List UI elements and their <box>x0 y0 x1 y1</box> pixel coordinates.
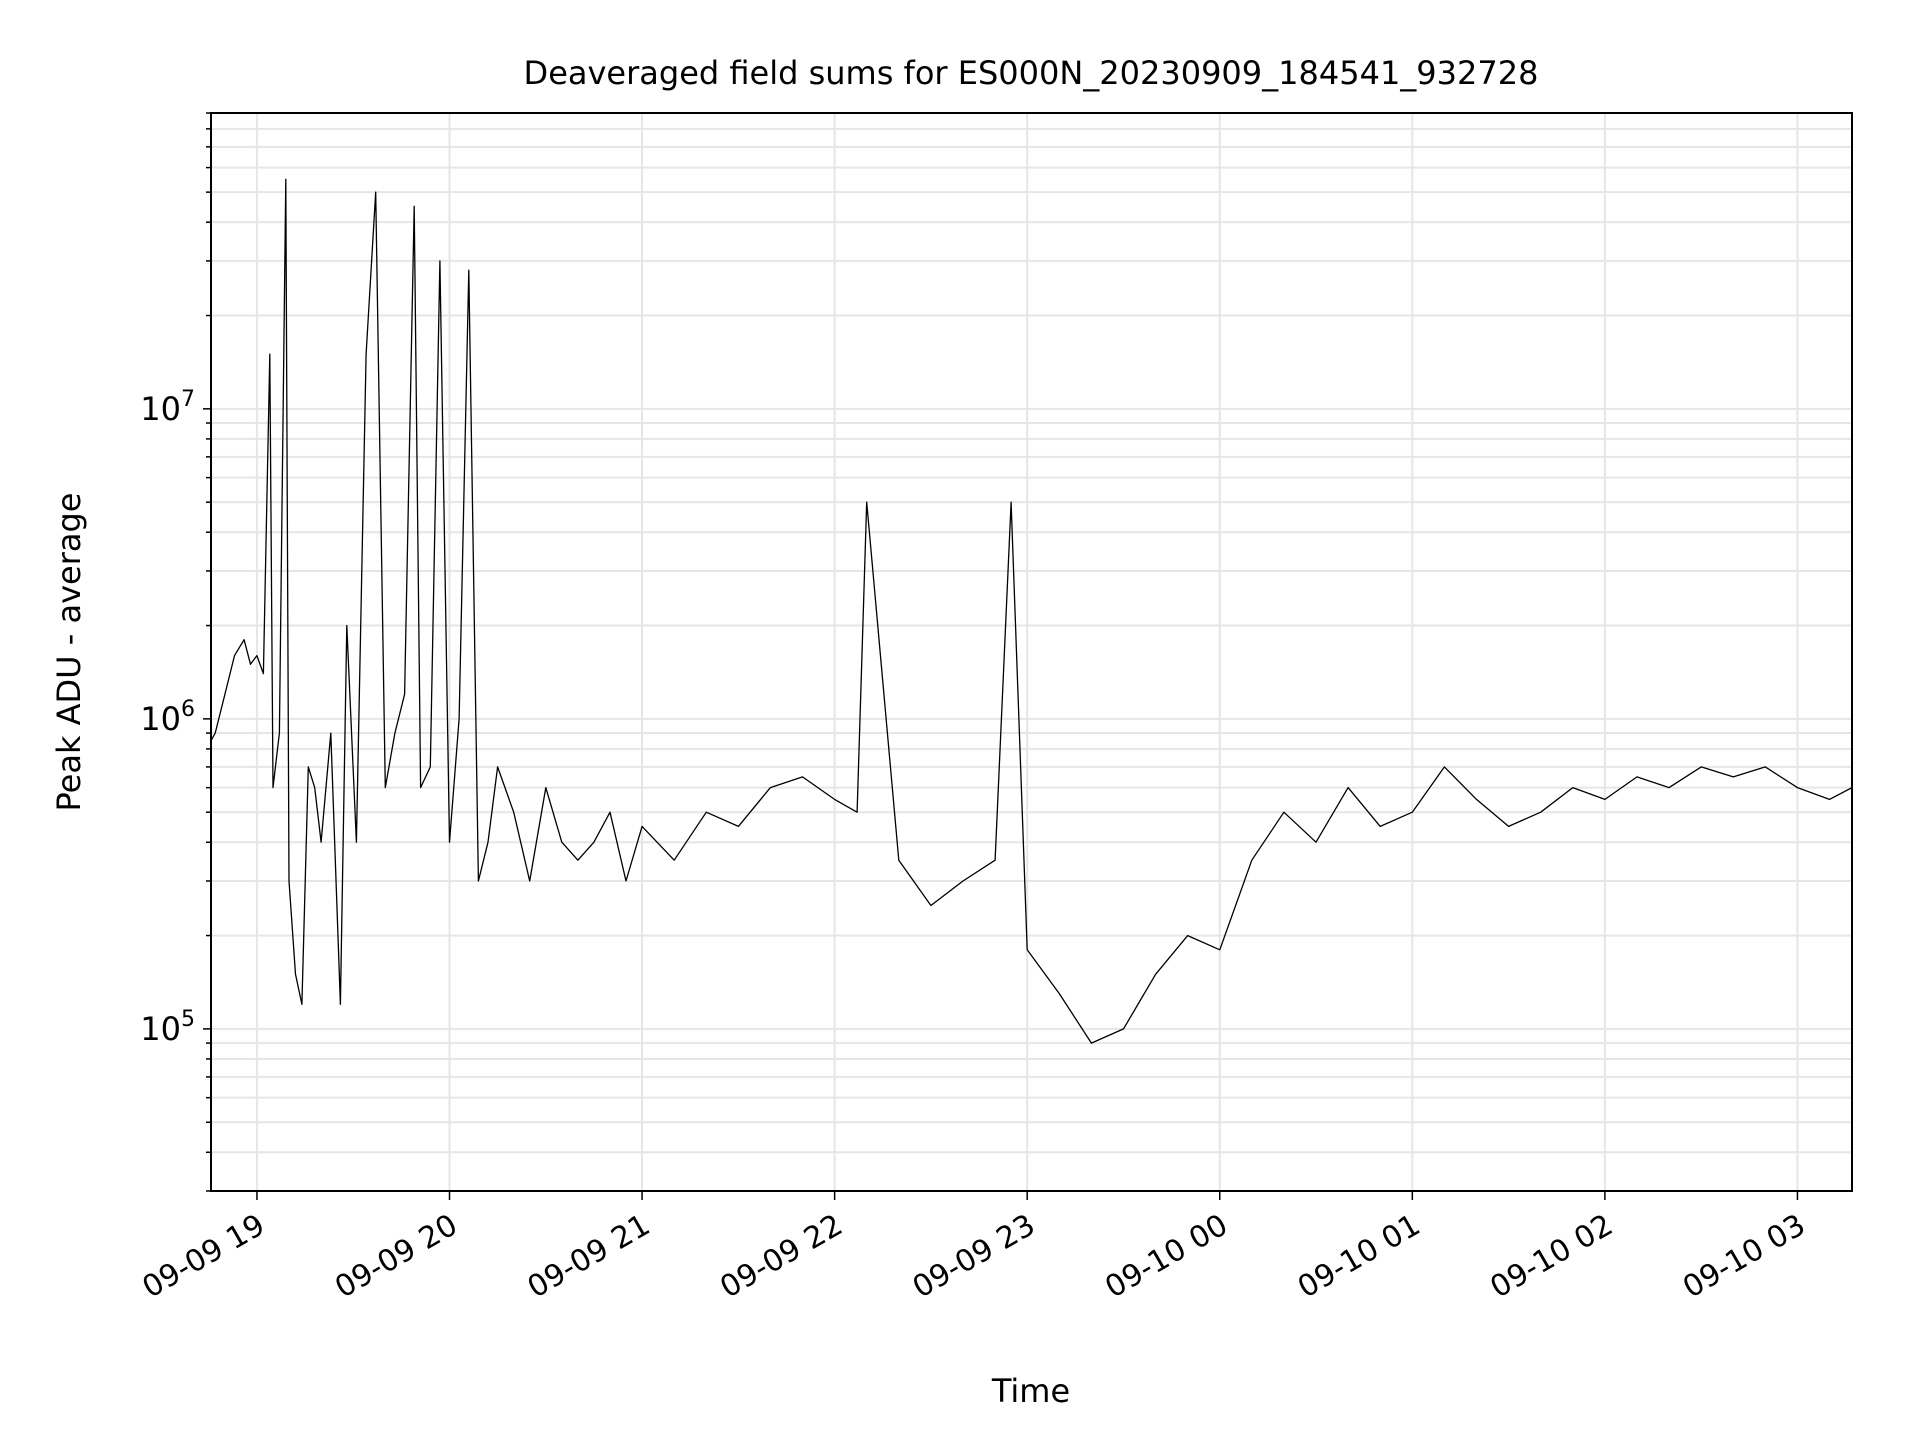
x-tick-label: 09-09 19 <box>137 1208 271 1306</box>
x-tick-label: 09-09 22 <box>714 1208 848 1306</box>
data-line-layer <box>211 178 1852 1044</box>
y-tick-label: 107 <box>140 387 195 428</box>
x-tick-label: 09-09 21 <box>522 1208 656 1306</box>
x-tick-label: 09-09 23 <box>907 1208 1041 1306</box>
x-tick-label: 09-10 00 <box>1099 1208 1233 1306</box>
y-tick-label: 105 <box>140 1007 195 1048</box>
x-tick-label: 09-10 01 <box>1292 1208 1426 1306</box>
grid <box>211 112 1852 1192</box>
x-tick-label: 09-09 20 <box>329 1208 463 1306</box>
y-tick-label: 106 <box>140 697 195 738</box>
x-tick-label: 09-10 02 <box>1485 1208 1619 1306</box>
x-tick-label: 09-10 03 <box>1677 1208 1811 1306</box>
plot-frame <box>210 112 1853 1192</box>
data-line <box>211 178 1852 1044</box>
chart-title: Deaveraged field sums for ES000N_2023090… <box>524 54 1539 92</box>
axes: 09-09 19 09-09 20 09-09 21 09-09 22 09-09 23… <box>137 112 1811 1306</box>
x-axis-label: Time <box>991 1372 1070 1410</box>
y-axis-label: Peak ADU - average <box>50 493 88 812</box>
